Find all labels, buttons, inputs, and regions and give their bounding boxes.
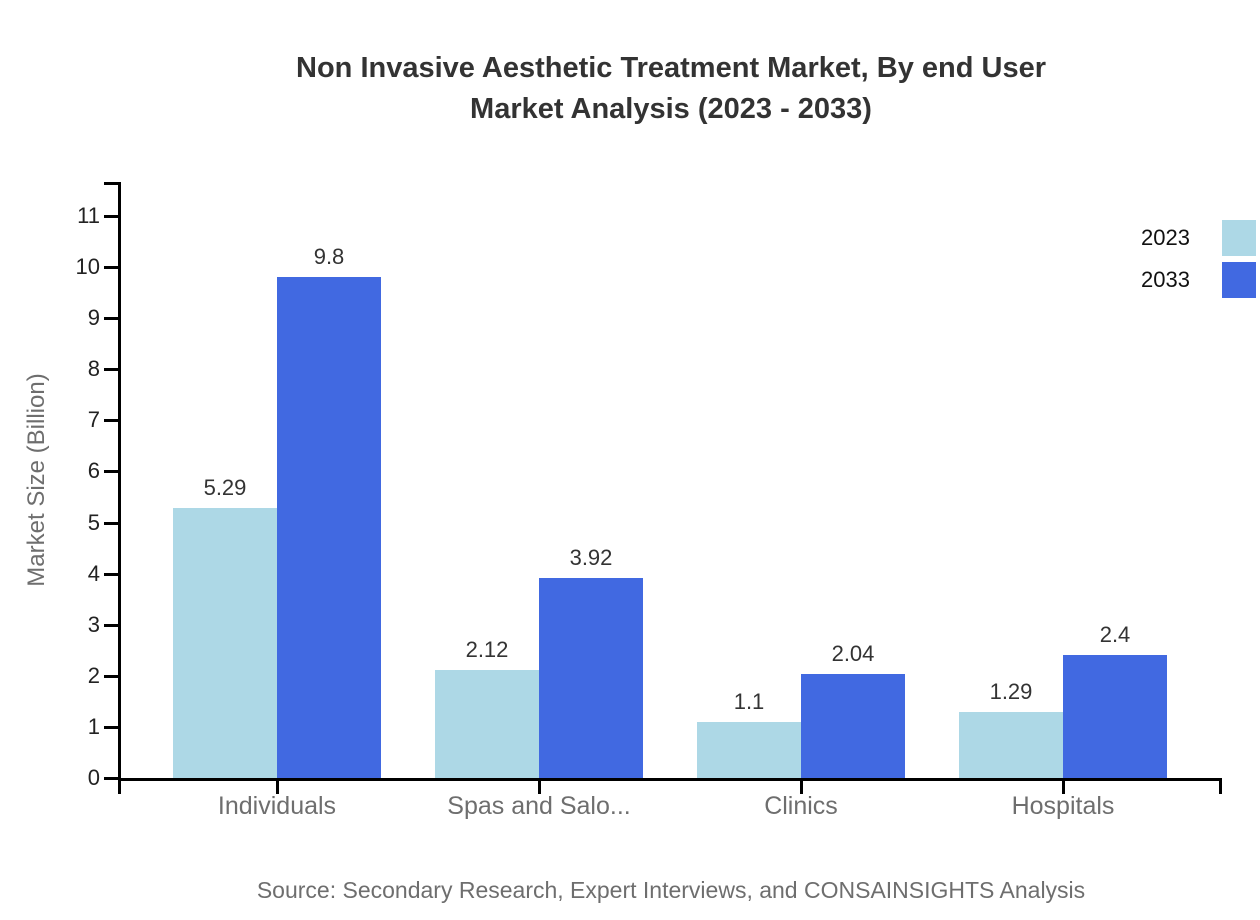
legend-label: 2033 [1141,267,1190,292]
y-tick-label: 3 [87,611,100,637]
y-tick [104,725,118,729]
source-note: Source: Secondary Research, Expert Inter… [256,877,1086,903]
bar-2023-1 [435,669,539,778]
bar-2033-2 [801,673,905,778]
category-label-3: Hospitals [1011,792,1115,820]
x-tick [1062,781,1065,794]
y-tick [104,368,118,372]
y-tick-label: 11 [77,202,100,228]
category-label-0: Individuals [217,792,337,820]
chart-title-line2: Market Analysis (2023 - 2033) [470,93,872,125]
y-axis-end-tick [104,182,118,185]
category-label-2: Clinics [764,792,838,820]
y-tick-label: 0 [87,765,100,790]
y-tick-label: 6 [87,458,100,484]
y-tick-label: 1 [87,713,100,739]
y-axis-line [118,182,121,794]
x-axis-line [118,778,1222,781]
y-tick-label: 9 [87,305,100,331]
bar-value-label: 2.04 [831,640,875,666]
y-tick [104,317,118,321]
bar-value-label: 3.92 [569,544,613,570]
y-tick-label: 5 [87,509,100,535]
y-tick [104,572,118,576]
bar-value-label: 2.4 [1099,622,1131,648]
x-tick [538,781,541,794]
bar-2033-3 [1063,655,1167,778]
y-tick [104,674,118,678]
chart-title: Non Invasive Aesthetic Treatment Market,… [120,48,1222,130]
y-tick-label: 10 [75,254,100,279]
y-tick [104,214,118,218]
x-tick [800,781,803,794]
bar-value-label: 1.1 [733,688,765,714]
y-tick-label: 2 [87,662,100,688]
chart-legend: 2023 2033 [1141,220,1256,304]
legend-item-2023: 2023 [1141,220,1256,256]
legend-item-2033: 2033 [1141,262,1256,298]
bar-2033-0 [277,277,381,778]
bar-value-label: 1.29 [989,679,1033,705]
bar-2023-2 [697,721,801,778]
bar-value-label: 2.12 [465,636,509,662]
bar-2033-1 [539,577,643,778]
bar-value-label: 9.8 [313,244,345,270]
bar-value-label: 5.29 [203,474,247,500]
bar-2023-3 [959,712,1063,778]
y-tick [104,521,118,525]
y-tick [104,266,118,269]
y-tick [104,470,118,474]
bar-2023-0 [173,507,277,778]
chart-title-line1: Non Invasive Aesthetic Treatment Market,… [296,52,1046,84]
x-tick [276,781,279,794]
legend-label: 2023 [1141,225,1190,250]
y-tick [104,419,118,423]
y-tick-label: 7 [87,407,100,433]
y-tick [104,777,118,780]
category-label-1: Spas and Salo... [447,792,631,820]
x-axis-end-tick [1219,781,1222,794]
y-tick-label: 4 [87,560,100,586]
legend-swatch-2023 [1222,220,1256,256]
legend-swatch-2033 [1222,262,1256,298]
y-tick [104,623,118,627]
y-tick-label: 8 [87,356,100,382]
